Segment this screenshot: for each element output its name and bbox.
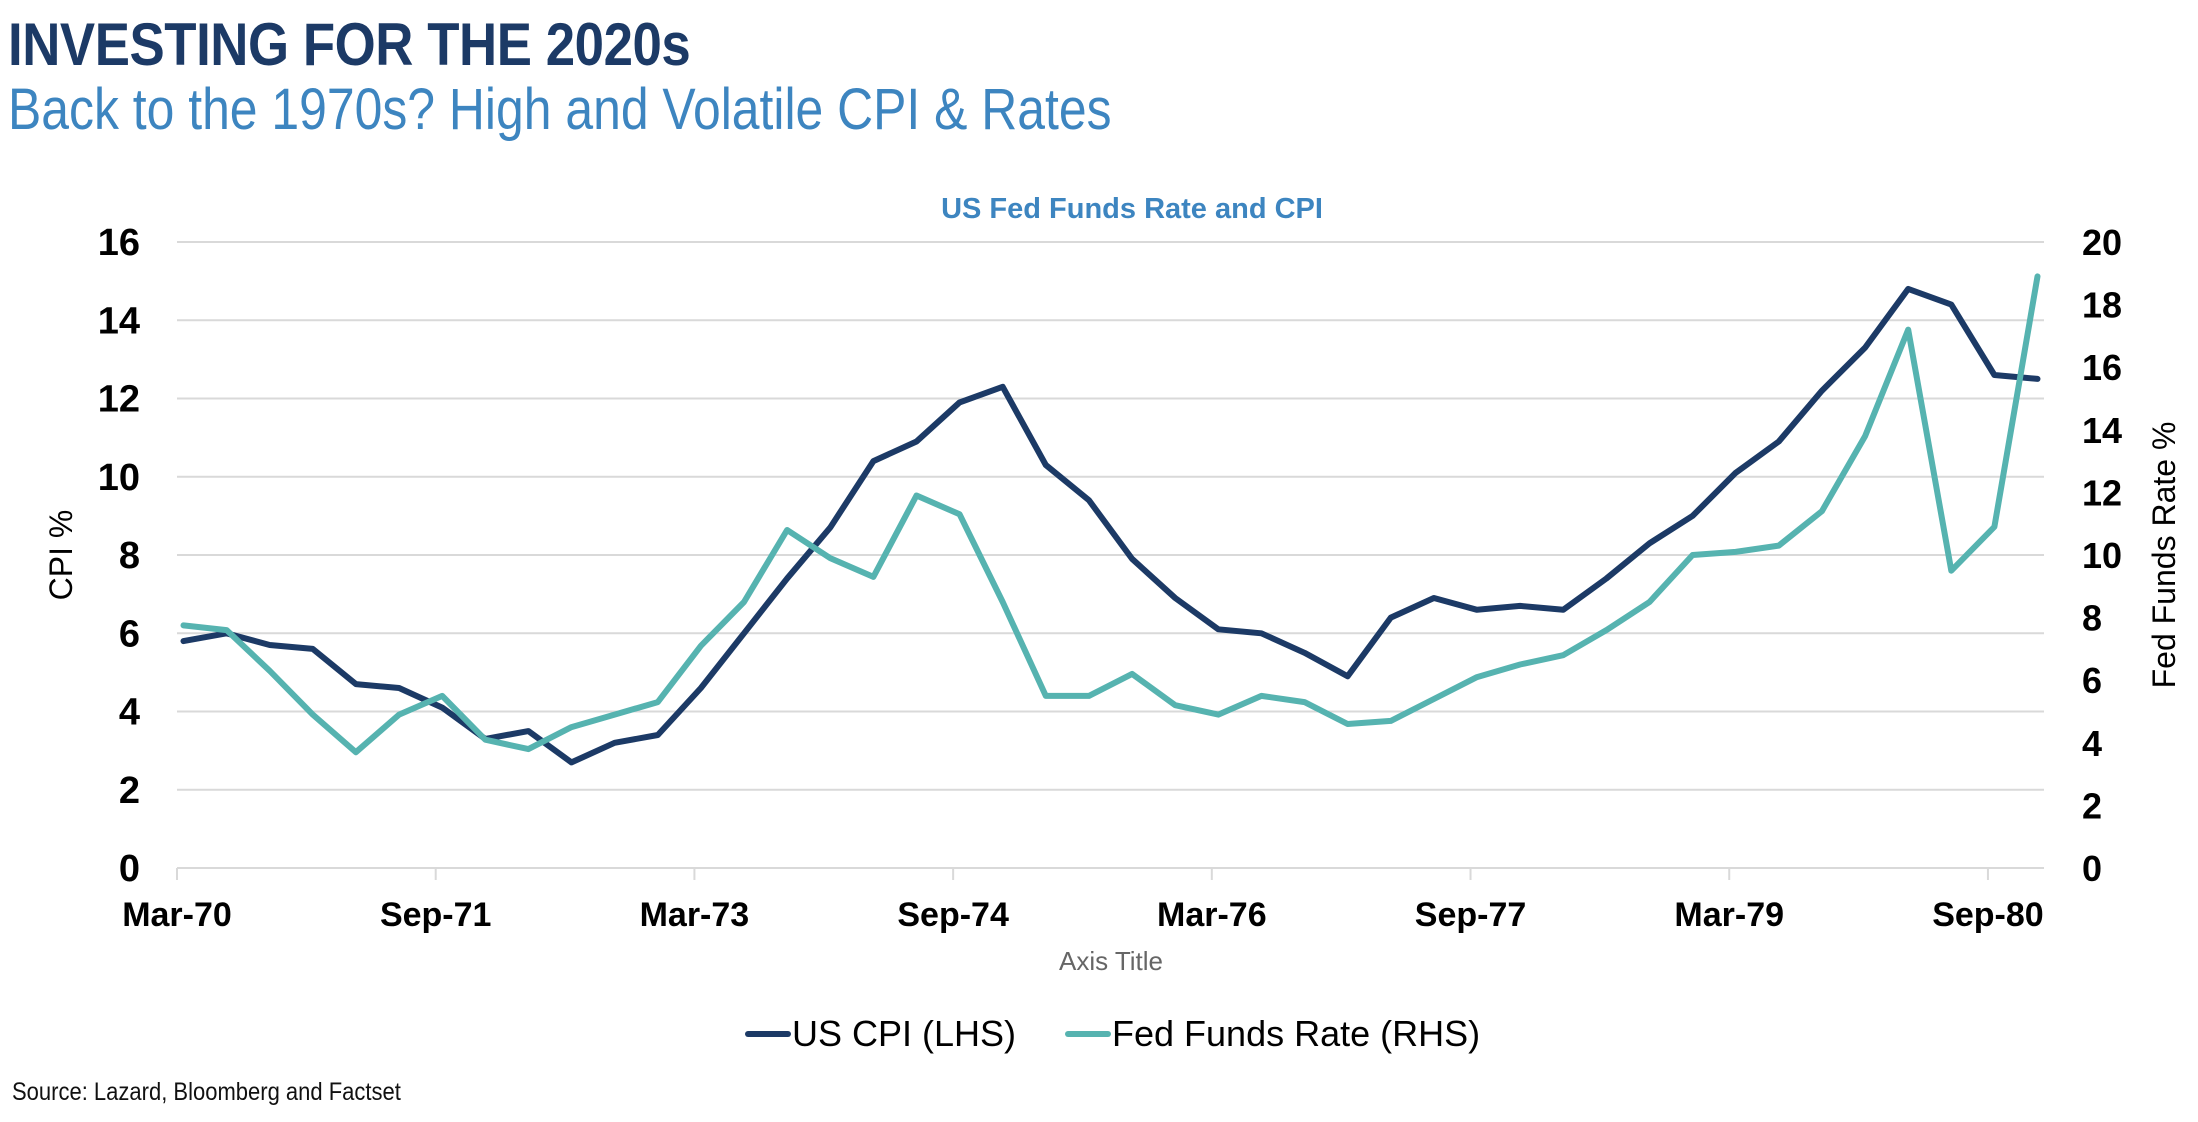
series-line-fed-funds — [180, 273, 2041, 756]
x-axis: Mar-70 Sep-71 Mar-73 Sep-74 Mar-76 Sep-77 Mar-… — [122, 867, 2044, 934]
legend-label-cpi: US CPI (LHS) — [792, 1013, 1016, 1054]
y-right-tick-label: 20 — [2082, 222, 2122, 263]
x-tick-label: Mar-70 — [122, 896, 232, 934]
legend: US CPI (LHS) Fed Funds Rate (RHS) — [745, 1013, 1480, 1054]
y-left-tick-label: 8 — [119, 535, 140, 577]
y-left-tick-label: 4 — [119, 692, 140, 734]
y-right-tick-label: 4 — [2082, 723, 2102, 764]
y-right-tick-label: 14 — [2082, 410, 2122, 451]
y-axis-left: 0 2 4 6 8 10 12 14 16 — [98, 222, 140, 890]
x-axis-title: Axis Title — [1059, 946, 1163, 976]
y-right-tick-label: 8 — [2082, 598, 2102, 639]
legend-label-fed: Fed Funds Rate (RHS) — [1112, 1013, 1480, 1054]
y-right-tick-label: 2 — [2082, 785, 2102, 826]
y-left-tick-label: 2 — [119, 770, 140, 812]
x-tick-label: Sep-74 — [897, 896, 1009, 934]
y-right-tick-label: 10 — [2082, 535, 2122, 576]
y-left-tick-label: 6 — [119, 613, 140, 655]
y-left-tick-label: 0 — [119, 848, 140, 890]
y-left-tick-label: 10 — [98, 457, 140, 499]
y-right-tick-label: 12 — [2082, 472, 2122, 513]
y-right-tick-label: 18 — [2082, 285, 2122, 326]
y-axis-left-title: CPI % — [43, 510, 79, 601]
gridlines — [177, 241, 2044, 869]
y-right-tick-label: 16 — [2082, 347, 2122, 388]
y-axis-right: 0 2 4 6 8 10 12 14 16 18 20 — [2082, 222, 2122, 889]
y-left-tick-label: 16 — [98, 222, 140, 264]
chart-title: US Fed Funds Rate and CPI — [941, 193, 1323, 225]
x-tick-label: Sep-77 — [1415, 896, 1527, 934]
x-tick-label: Sep-80 — [1932, 896, 2044, 934]
y-left-tick-label: 14 — [98, 300, 140, 342]
page-title: INVESTING FOR THE 2020s — [8, 11, 691, 78]
series-line-cpi — [180, 285, 2041, 766]
series-group — [180, 273, 2041, 766]
y-left-tick-label: 12 — [98, 379, 140, 421]
x-tick-label: Mar-73 — [640, 896, 750, 934]
x-tick-label: Mar-79 — [1674, 896, 1784, 934]
source-note: Source: Lazard, Bloomberg and Factset — [12, 1078, 401, 1106]
page-subtitle: Back to the 1970s? High and Volatile CPI… — [8, 77, 1112, 142]
y-right-tick-label: 6 — [2082, 660, 2102, 701]
x-tick-label: Sep-71 — [380, 896, 492, 934]
x-tick-label: Mar-76 — [1157, 896, 1267, 934]
y-axis-right-title: Fed Funds Rate % — [2146, 422, 2182, 689]
y-right-tick-label: 0 — [2082, 848, 2102, 889]
